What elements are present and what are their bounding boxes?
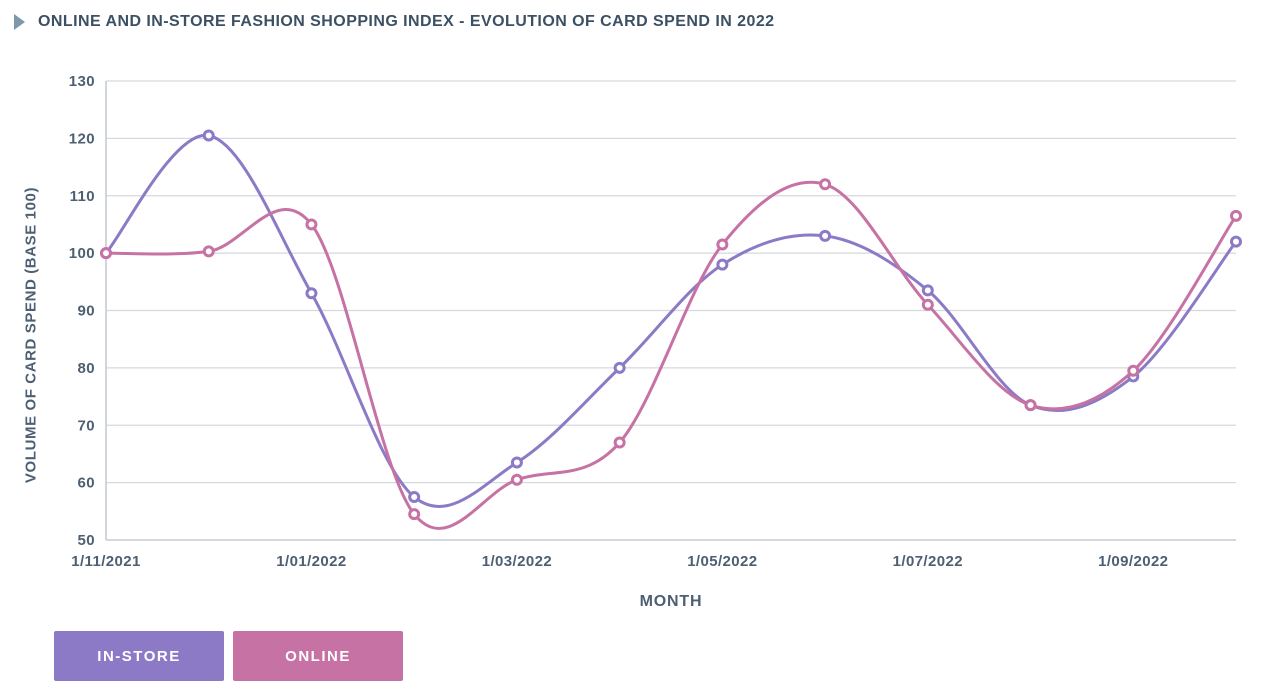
marker-online [100, 247, 112, 260]
marker-online [819, 178, 832, 191]
marker-in-store [819, 229, 832, 242]
line-online [104, 180, 1238, 530]
y-tick-label: 50 [78, 532, 96, 549]
y-tick-label: 80 [78, 360, 96, 377]
marker-in-store [305, 287, 318, 300]
play-triangle-icon [14, 14, 25, 30]
x-tick-label: 1/05/2022 [687, 553, 757, 570]
marker-in-store [1230, 235, 1242, 248]
marker-online [1230, 209, 1242, 222]
x-tick-label: 1/03/2022 [482, 553, 552, 570]
y-tick-label: 120 [69, 130, 95, 147]
y-tick-label: 130 [69, 73, 95, 90]
marker-online [716, 238, 729, 251]
chart-title: ONLINE AND IN-STORE FASHION SHOPPING IND… [38, 13, 775, 30]
x-axis-title: MONTH [639, 593, 703, 610]
legend-button-in-store[interactable]: IN-STORE [54, 631, 224, 681]
x-tick-label: 1/07/2022 [893, 553, 963, 570]
marker-in-store [716, 258, 729, 271]
x-tick-label: 1/01/2022 [276, 553, 346, 570]
x-tick-label: 1/09/2022 [1098, 553, 1168, 570]
marker-in-store [613, 361, 626, 374]
y-tick-label: 110 [70, 188, 95, 205]
x-tick-label: 1/11/2021 [71, 553, 141, 570]
marker-in-store [510, 456, 523, 469]
y-tick-label: 60 [78, 475, 96, 492]
marker-online [408, 508, 421, 521]
y-tick-label: 90 [78, 303, 96, 320]
marker-online [1024, 399, 1037, 412]
line-chart-plot: 50 60 70 80 90 100 110 120 130 1/11/2021 1/01/2022… [69, 73, 1242, 570]
marker-in-store [202, 129, 215, 142]
marker-online [305, 218, 318, 231]
y-tick-label: 100 [69, 245, 95, 262]
marker-online [613, 436, 626, 449]
y-tick-label: 70 [78, 417, 96, 434]
marker-online [1127, 364, 1140, 377]
marker-in-store [921, 284, 934, 297]
chart-header: ONLINE AND IN-STORE FASHION SHOPPING IND… [14, 13, 775, 31]
marker-online [202, 245, 215, 258]
chart-legend: IN-STORE ONLINE [54, 631, 403, 681]
marker-in-store [408, 490, 421, 503]
legend-button-online[interactable]: ONLINE [233, 631, 403, 681]
marker-online [921, 298, 934, 311]
marker-online [510, 473, 523, 486]
line-in-store [104, 133, 1238, 509]
